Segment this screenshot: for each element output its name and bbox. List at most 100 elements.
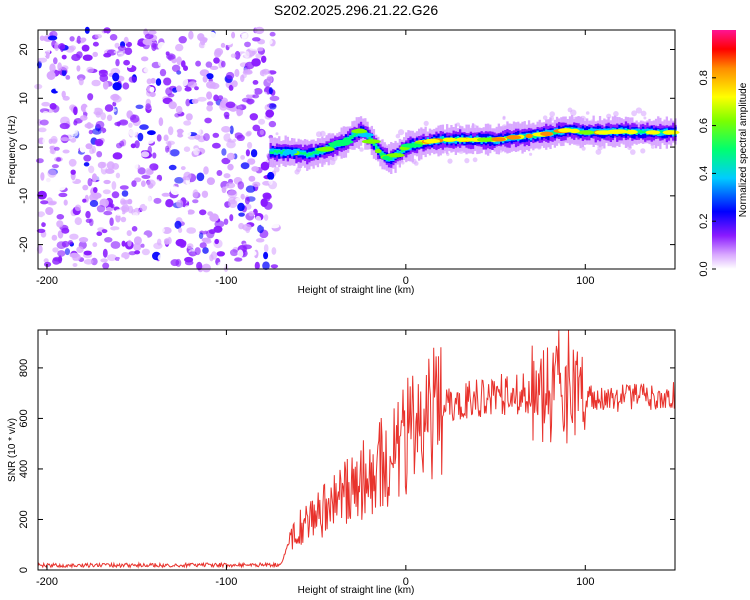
noise-blob <box>245 185 256 193</box>
y-tick-label: 600 <box>18 409 30 427</box>
noise-blob <box>49 103 57 110</box>
noise-blob <box>136 98 145 103</box>
noise-blob <box>251 166 259 172</box>
noise-blob <box>226 152 235 161</box>
noise-blob <box>95 111 101 118</box>
noise-blob <box>240 74 245 83</box>
noise-blob <box>133 242 142 251</box>
noise-blob <box>247 158 256 165</box>
ridge-band-segment <box>308 152 311 156</box>
noise-blob <box>206 81 216 89</box>
noise-blob <box>78 237 89 243</box>
ridge-band-segment <box>273 149 277 153</box>
noise-blob <box>606 113 612 119</box>
noise-blob <box>64 248 70 256</box>
noise-blob <box>640 148 646 154</box>
x-tick-label: -100 <box>215 275 237 287</box>
noise-blob <box>114 209 123 216</box>
noise-blob <box>115 213 121 223</box>
noise-blob <box>127 239 132 247</box>
noise-blob <box>185 98 191 107</box>
noise-blob <box>255 53 262 59</box>
noise-blob <box>261 222 271 228</box>
noise-blob <box>231 80 238 88</box>
noise-blob <box>144 138 154 144</box>
ridge-hotspot <box>382 155 391 161</box>
noise-blob <box>221 126 231 133</box>
colorbar-ticks: 0.0 0.2 0.4 0.6 0.8 <box>698 70 716 277</box>
noise-blob <box>83 259 94 265</box>
noise-blob <box>105 168 115 174</box>
noise-blob <box>60 116 70 126</box>
ridge-band-segment <box>441 137 444 140</box>
noise-blob <box>423 120 429 126</box>
noise-blob <box>51 234 58 241</box>
noise-blob <box>58 43 66 50</box>
noise-blob <box>157 42 166 51</box>
colorbar-gradient <box>712 30 736 269</box>
noise-blob <box>203 133 210 142</box>
noise-blob <box>72 263 78 267</box>
noise-blob <box>115 172 121 179</box>
noise-blob <box>56 214 65 220</box>
noise-blob <box>329 158 336 166</box>
noise-blob <box>223 133 232 142</box>
noise-blob <box>247 141 253 149</box>
noise-blob <box>51 164 59 169</box>
noise-blob <box>234 132 243 139</box>
noise-blob <box>119 185 129 190</box>
noise-blob <box>83 250 92 256</box>
noise-blob <box>170 186 181 196</box>
spectrogram-marks <box>34 25 680 273</box>
ridge-hotspot <box>626 129 638 135</box>
noise-blob <box>153 197 162 204</box>
noise-blob <box>181 71 189 78</box>
colorbar-tick-label: 0.4 <box>698 166 710 181</box>
noise-blob <box>168 164 177 171</box>
noise-blob <box>206 91 213 100</box>
noise-blob <box>149 163 159 171</box>
noise-blob <box>62 256 68 262</box>
ridge-hotspot <box>342 137 351 142</box>
noise-blob <box>58 192 68 198</box>
ridge-band-segment <box>310 152 313 156</box>
noise-blob <box>216 251 225 257</box>
noise-blob <box>199 242 207 249</box>
noise-blob <box>103 210 113 216</box>
noise-blob <box>201 237 211 243</box>
noise-blob <box>73 120 78 126</box>
noise-blob <box>176 128 185 138</box>
noise-blob <box>91 173 98 183</box>
noise-blob <box>73 106 78 116</box>
noise-blob <box>88 129 93 135</box>
noise-blob <box>226 233 234 241</box>
noise-blob <box>139 203 148 212</box>
noise-blob <box>86 66 94 74</box>
noise-blob <box>128 122 133 128</box>
ridge-band-segment <box>301 152 305 155</box>
colorbar-tick-label: 0.2 <box>698 214 710 229</box>
noise-blob <box>178 36 187 44</box>
noise-blob <box>196 172 205 182</box>
noise-blob <box>585 111 590 115</box>
noise-blob <box>226 140 236 149</box>
noise-blob <box>262 91 268 99</box>
noise-blob <box>76 65 81 72</box>
noise-blob <box>53 57 58 65</box>
noise-blob <box>121 240 126 247</box>
noise-blob <box>87 93 94 101</box>
noise-blob <box>252 124 261 132</box>
noise-blob <box>149 91 156 98</box>
snr-y-axis-label: SNR (10 * v/v) <box>7 418 18 482</box>
noise-blob <box>173 130 178 138</box>
noise-blob <box>175 105 183 115</box>
noise-blob <box>244 51 250 58</box>
noise-blob <box>257 152 266 161</box>
noise-blob <box>253 88 263 95</box>
noise-blob <box>131 226 138 232</box>
ridge-band-segment <box>644 130 647 134</box>
noise-blob <box>96 205 106 213</box>
x-tick-label: -200 <box>36 275 58 287</box>
noise-blob <box>87 178 93 187</box>
